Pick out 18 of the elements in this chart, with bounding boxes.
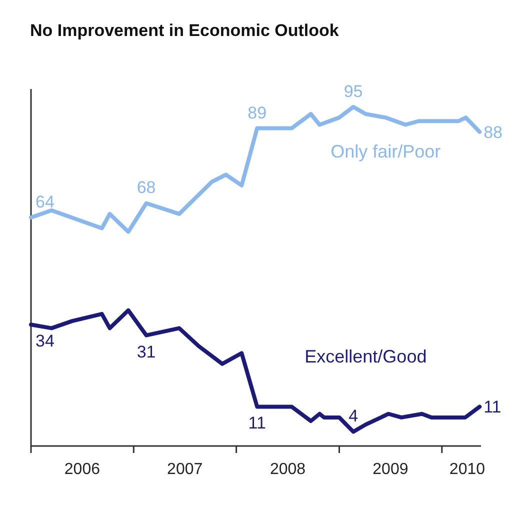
series-label: Only fair/Poor	[330, 142, 441, 162]
data-label: 88	[484, 122, 503, 142]
x-tick-label: 2008	[270, 461, 306, 478]
text: Excellent/Good	[304, 346, 427, 367]
x-tick-label: 2006	[64, 461, 100, 478]
chart-title: No Improvement in Economic Outlook	[30, 21, 340, 40]
data-label: 4	[348, 406, 358, 426]
x-tick-label: 2009	[372, 461, 408, 478]
data-label: 11	[248, 414, 266, 433]
data-label: 64	[36, 192, 54, 212]
data-label: 34	[36, 332, 54, 351]
data-label: 68	[136, 178, 156, 198]
data-label: 95	[344, 82, 363, 101]
x-tick-label: 2010	[449, 461, 486, 478]
data-label: 31	[136, 342, 156, 362]
data-label: 89	[248, 103, 267, 122]
x-tick-label: 2007	[167, 461, 203, 478]
data-label: 11	[484, 398, 502, 417]
